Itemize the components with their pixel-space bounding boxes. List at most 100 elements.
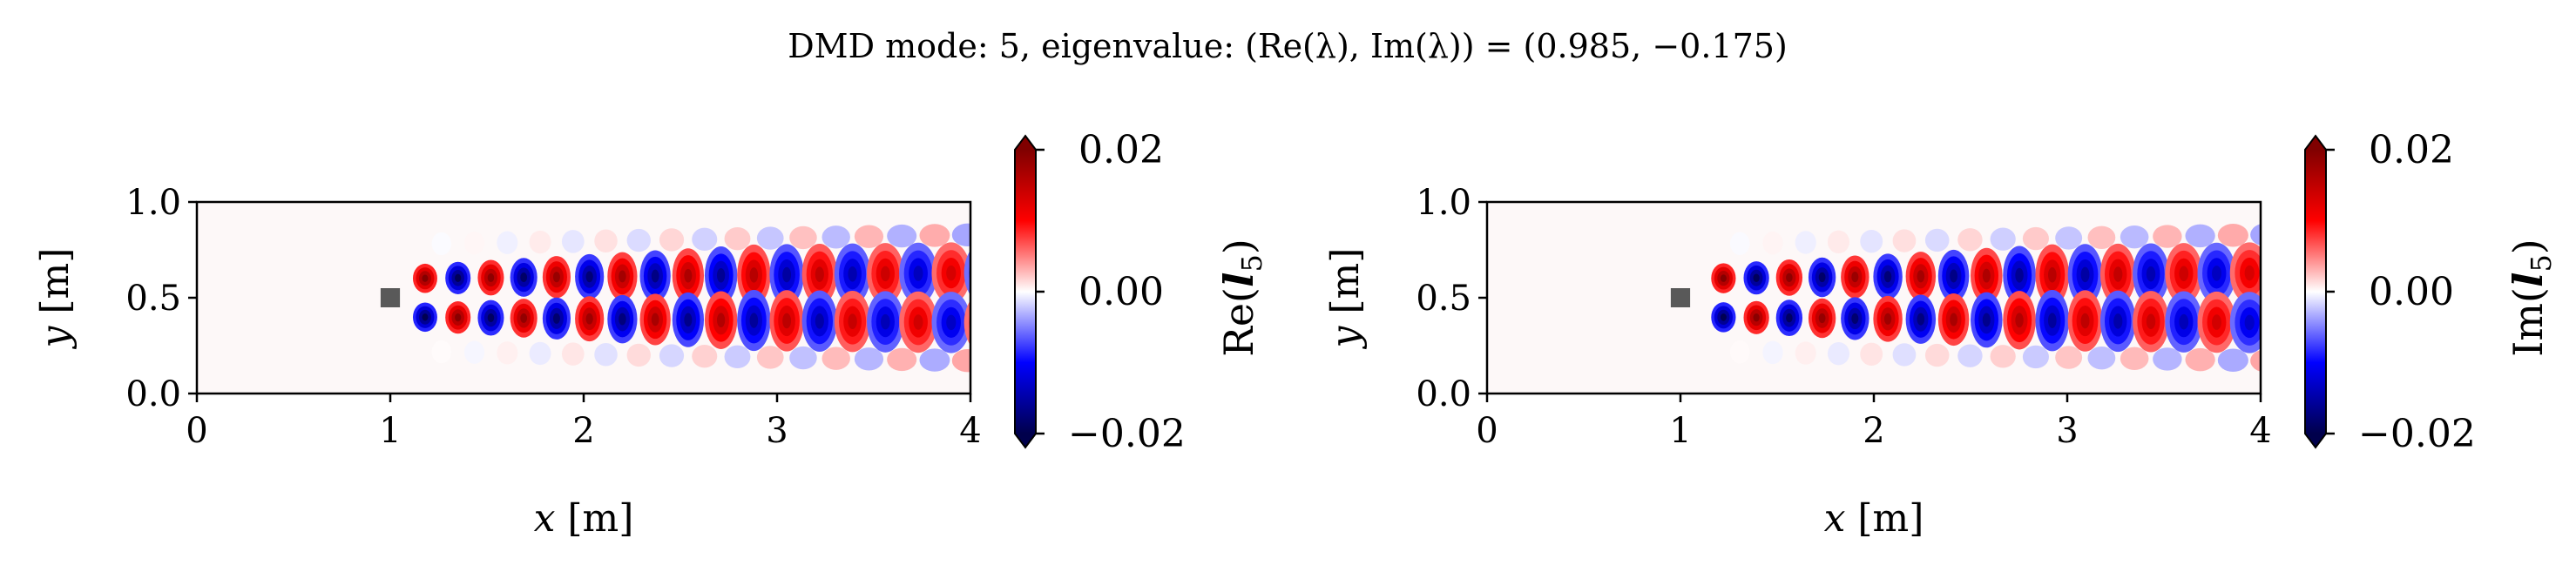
wake-lobe (1753, 273, 1760, 283)
wake-lobe (946, 265, 957, 281)
wake-lobe (552, 272, 560, 283)
wake-lobe (979, 315, 989, 331)
wake-outer-lobe (2055, 346, 2083, 369)
wake-lobe (2146, 266, 2156, 282)
wake-lobe (2047, 267, 2057, 283)
wake-outer-lobe (497, 341, 518, 365)
x-tick-label: 4 (2249, 411, 2271, 451)
colorbar-extend-min (1015, 434, 1036, 448)
x-tick-label: 0 (1476, 411, 1498, 451)
wake-lobe (520, 272, 528, 283)
wake-lobe (520, 313, 528, 324)
wake-outer-lobe (1892, 229, 1917, 252)
colorbar-tick-max: 0.02 (2369, 128, 2454, 172)
wake-lobe (946, 314, 957, 331)
wake-lobe (969, 263, 970, 283)
wake-outer-lobe (951, 223, 970, 246)
obstacle (1670, 288, 1691, 307)
wake-lobe (2080, 266, 2090, 283)
x-tick-label: 0 (186, 411, 207, 451)
wake-lobe (2080, 313, 2090, 329)
wake-lobe (913, 314, 923, 330)
wake-lobe (880, 266, 890, 282)
wake-lobe (1883, 271, 1892, 283)
wake-outer-lobe (659, 344, 685, 367)
wake-outer-lobe (1729, 340, 1750, 364)
wake-outer-lobe (887, 347, 917, 372)
wake-lobe (455, 313, 462, 322)
wake-outer-lobe (497, 231, 518, 254)
wake-lobe (2015, 313, 2024, 328)
wake-outer-lobe (1924, 228, 1950, 252)
colorbar-tick-max: 0.02 (1078, 128, 1164, 172)
wake-lobe (2272, 307, 2292, 338)
x-tick-label: 1 (379, 411, 401, 451)
wake-lobe (848, 313, 857, 330)
wake-lobe (2015, 267, 2024, 283)
wake-lobe (684, 268, 693, 283)
wake-outer-lobe (919, 224, 950, 247)
wake-outer-lobe (756, 226, 784, 250)
wake-lobe (815, 266, 824, 282)
colorbar-gradient (2305, 150, 2326, 434)
wake-lobe (422, 313, 429, 321)
wake-lobe (1720, 313, 1727, 321)
wake-outer-lobe (1924, 343, 1950, 367)
wake-lobe (1818, 272, 1826, 283)
wake-lobe (1753, 313, 1760, 322)
wake-lobe (716, 267, 726, 283)
wake-outer-lobe (594, 343, 618, 367)
wake-outer-lobe (594, 229, 618, 252)
wake-lobe (2212, 266, 2221, 281)
wake-outer-lobe (2153, 347, 2182, 371)
x-tick-label: 2 (1863, 411, 1884, 451)
wake-outer-lobe (2185, 347, 2215, 372)
x-tick-label: 3 (766, 411, 788, 451)
wake-outer-lobe (431, 340, 452, 364)
wake-outer-lobe (724, 345, 751, 368)
wake-lobe (422, 274, 429, 282)
colorbar-extend-max (1015, 136, 1036, 150)
wake-field-imag (1711, 224, 2302, 372)
wake-outer-lobe (692, 227, 718, 252)
wake-lobe (2244, 265, 2255, 281)
wake-outer-lobe (951, 349, 970, 373)
wake-lobe (974, 258, 994, 288)
heatmap-imag (1487, 202, 2302, 394)
wake-outer-lobe (529, 341, 551, 366)
wake-outer-lobe (2120, 225, 2149, 249)
wake-outer-lobe (789, 225, 817, 250)
wake-lobe (2277, 315, 2287, 331)
wake-lobe (1917, 270, 1925, 283)
wake-outer-lobe (463, 340, 485, 364)
wake-outer-lobe (887, 224, 917, 248)
colorbar-tick-zero: 0.00 (2369, 270, 2454, 314)
wake-outer-lobe (919, 348, 950, 372)
colorbar-tick-zero: 0.00 (1078, 270, 1164, 314)
wake-lobe (2268, 299, 2297, 346)
wake-lobe (1950, 269, 1958, 283)
wake-outer-lobe (626, 343, 651, 367)
wake-outer-lobe (659, 228, 685, 252)
wake-lobe (880, 313, 890, 330)
wake-outer-lobe (431, 232, 452, 256)
wake-outer-lobe (1762, 231, 1783, 255)
wake-lobe (684, 313, 693, 327)
wake-lobe (2262, 242, 2302, 303)
wake-lobe (1950, 313, 1958, 326)
wake-outer-lobe (984, 350, 1017, 373)
wake-lobe (1982, 313, 1991, 327)
wake-outer-lobe (789, 346, 817, 370)
wake-lobe (1818, 313, 1826, 324)
wake-lobe (1786, 313, 1793, 323)
x-tick-label: 3 (2056, 411, 2078, 451)
obstacle (380, 288, 401, 307)
wake-outer-lobe (1990, 345, 2016, 368)
wake-outer-lobe (756, 346, 784, 369)
wake-outer-lobe (2250, 349, 2261, 372)
y-tick-label: 0.5 (125, 279, 181, 319)
wake-lobe (1720, 274, 1727, 282)
wake-lobe (815, 313, 824, 329)
wake-outer-lobe (984, 223, 1017, 246)
